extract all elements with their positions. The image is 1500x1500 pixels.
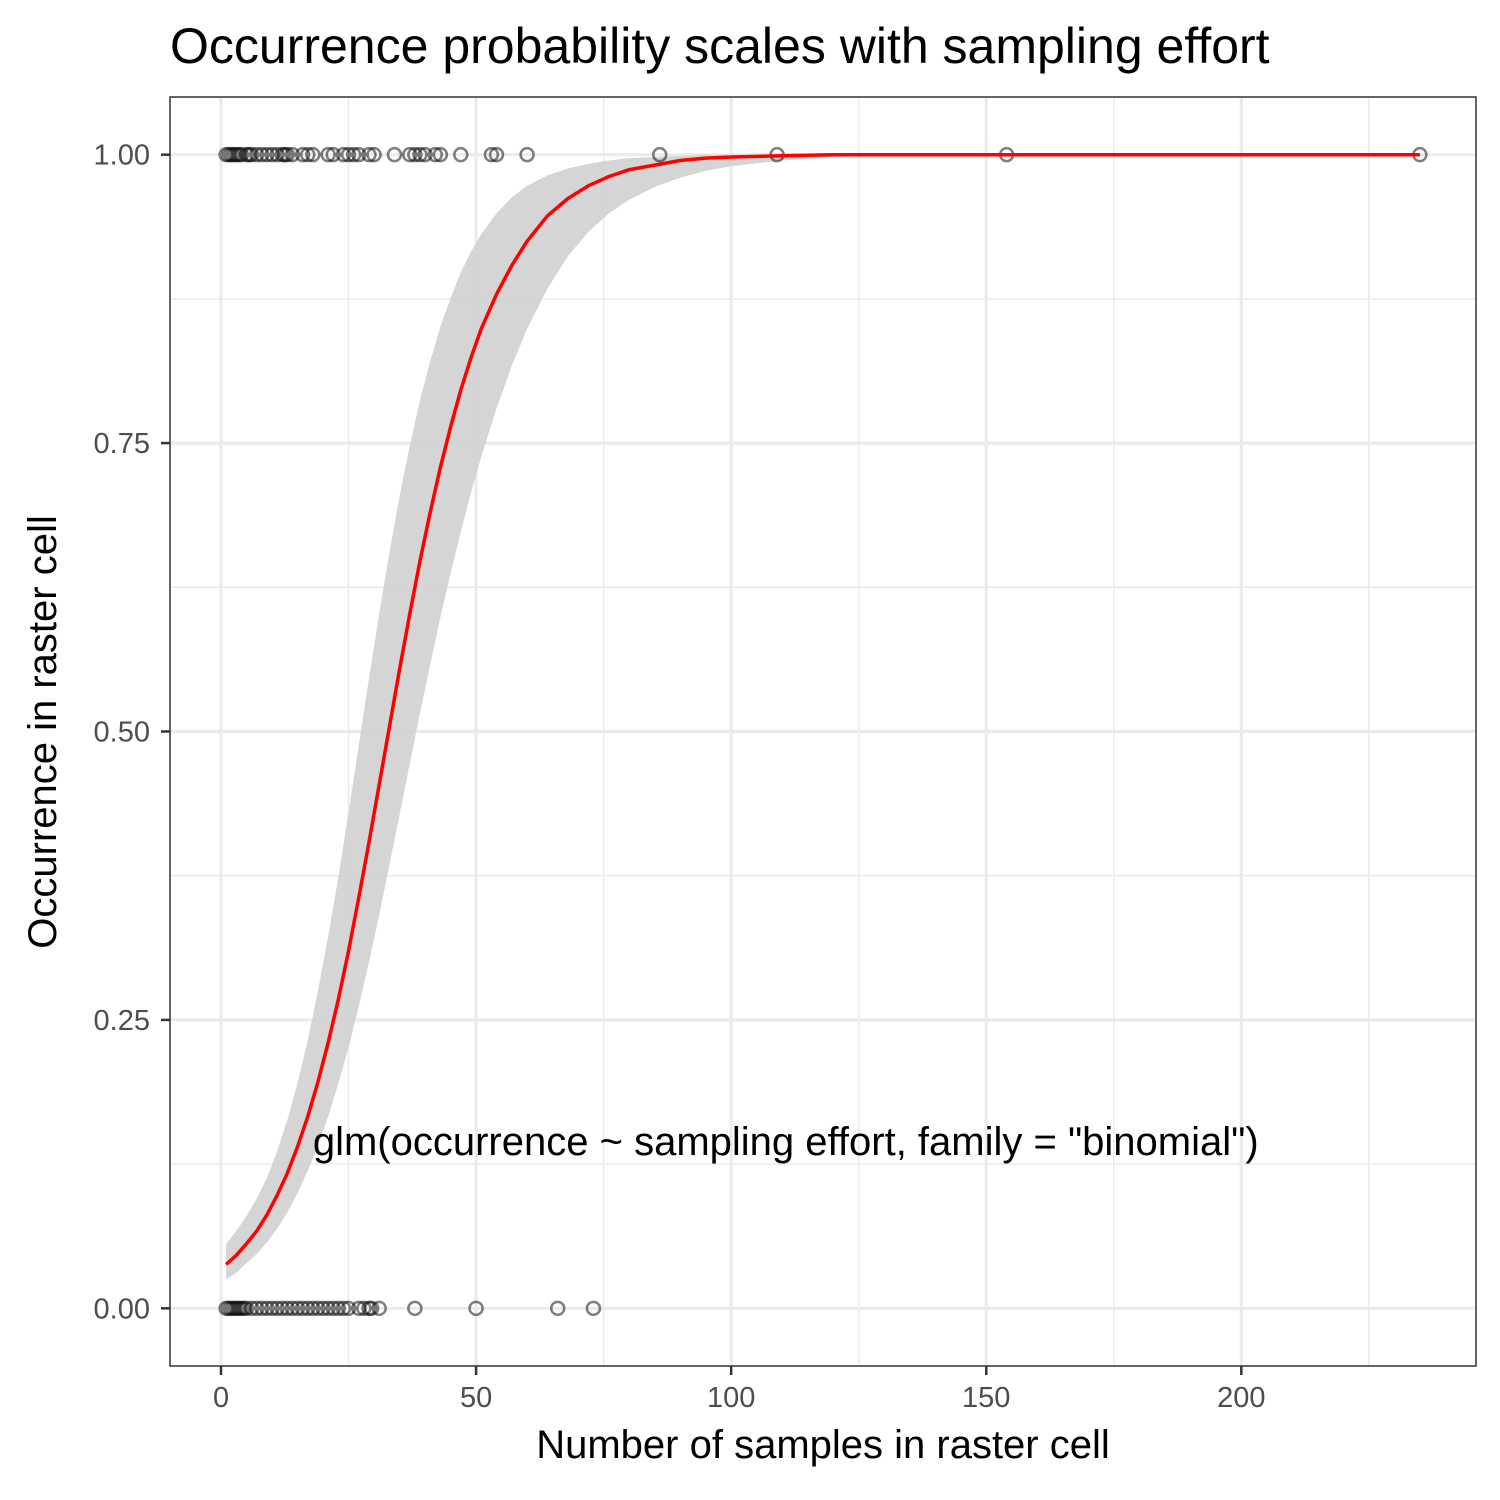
data-point-occurrence-0 (243, 1300, 260, 1317)
data-point-occurrence-1 (519, 146, 535, 163)
data-point-occurrence-1 (243, 146, 260, 163)
data-point-occurrence-1 (325, 146, 341, 163)
y-tick-label: 1.00 (94, 140, 150, 172)
data-point-occurrence-1 (412, 146, 428, 163)
data-point-occurrence-1 (233, 146, 250, 163)
x-tick-label: 150 (962, 1382, 1010, 1414)
data-point-occurrence-1 (284, 146, 301, 163)
data-point-occurrence-1 (299, 146, 316, 163)
data-point-occurrence-0 (279, 1300, 296, 1317)
data-point-occurrence-0 (259, 1300, 275, 1317)
x-tick-label: 0 (213, 1382, 229, 1414)
data-point-occurrence-0 (371, 1300, 387, 1317)
data-point-occurrence-1 (340, 146, 357, 163)
x-axis-title: Number of samples in raster cell (536, 1423, 1110, 1467)
data-point-occurrence-1 (407, 146, 423, 163)
x-tick-label: 50 (460, 1382, 492, 1414)
y-tick-label: 0.50 (94, 717, 150, 749)
data-point-occurrence-1 (269, 146, 285, 163)
data-point-occurrence-0 (269, 1300, 285, 1317)
y-tick-label: 0.00 (94, 1293, 150, 1325)
data-point-occurrence-0 (549, 1300, 566, 1317)
data-point-occurrence-0 (585, 1300, 602, 1317)
model-annotation: glm(occurrence ~ sampling effort, family… (313, 1120, 1259, 1164)
data-point-occurrence-0 (264, 1300, 280, 1317)
data-point-occurrence-0 (238, 1300, 255, 1317)
data-point-occurrence-0 (325, 1300, 341, 1317)
data-point-occurrence-1 (652, 146, 668, 163)
data-point-occurrence-1 (254, 146, 270, 163)
data-point-occurrence-0 (340, 1300, 357, 1317)
data-point-occurrence-1 (361, 146, 377, 163)
data-point-occurrence-1 (402, 146, 418, 163)
y-tick-label: 0.75 (94, 428, 150, 460)
data-point-occurrence-1 (488, 146, 505, 163)
data-point-occurrence-1 (279, 146, 296, 163)
data-point-occurrence-0 (289, 1300, 306, 1317)
data-point-occurrence-1 (432, 146, 449, 163)
data-point-occurrence-1 (335, 146, 352, 163)
x-tick-label: 100 (707, 1382, 755, 1414)
data-point-occurrence-0 (294, 1300, 311, 1317)
data-point-occurrence-1 (386, 146, 403, 163)
axis-layer: 0 50 100 150 200 0.00 0.25 0.50 0.75 1.00 (94, 140, 1266, 1414)
data-point-occurrence-0 (407, 1300, 423, 1317)
data-point-occurrence-0 (315, 1300, 331, 1317)
points-layer (218, 146, 1428, 1317)
data-point-occurrence-0 (305, 1300, 321, 1317)
x-tick-label: 200 (1217, 1382, 1265, 1414)
data-point-occurrence-1 (345, 146, 362, 163)
data-point-occurrence-0 (335, 1300, 352, 1317)
logistic-fit-line (224, 152, 1420, 1266)
data-point-occurrence-1 (305, 146, 321, 163)
data-point-occurrence-0 (310, 1300, 326, 1317)
data-point-occurrence-1 (351, 146, 367, 163)
data-point-occurrence-0 (254, 1300, 270, 1317)
data-point-occurrence-1 (259, 146, 275, 163)
data-point-occurrence-0 (274, 1300, 290, 1317)
data-point-occurrence-1 (427, 146, 444, 163)
fit-layer (224, 152, 1420, 1266)
y-axis-title: Occurrence in raster cell (21, 515, 65, 948)
data-point-occurrence-0 (248, 1300, 265, 1317)
data-point-occurrence-1 (320, 146, 336, 163)
data-point-occurrence-1 (248, 146, 265, 163)
data-point-occurrence-1 (453, 146, 469, 163)
data-point-occurrence-0 (356, 1300, 372, 1317)
data-point-occurrence-1 (483, 146, 500, 163)
data-point-occurrence-1 (366, 146, 382, 163)
data-point-occurrence-0 (320, 1300, 336, 1317)
data-point-occurrence-1 (417, 146, 433, 163)
data-point-occurrence-0 (330, 1300, 347, 1317)
chart-title: Occurrence probability scales with sampl… (170, 18, 1270, 74)
data-point-occurrence-0 (284, 1300, 301, 1317)
data-point-occurrence-1 (294, 146, 311, 163)
data-point-occurrence-0 (299, 1300, 316, 1317)
data-point-occurrence-0 (363, 1300, 380, 1317)
y-tick-label: 0.25 (94, 1005, 150, 1037)
data-point-occurrence-0 (468, 1300, 484, 1317)
